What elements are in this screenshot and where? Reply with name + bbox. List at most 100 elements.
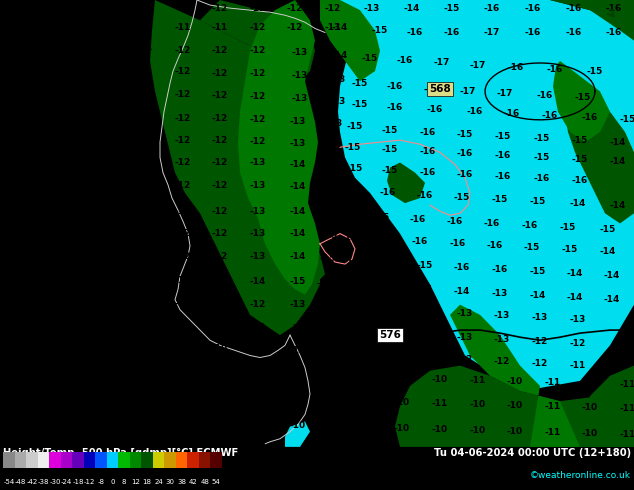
Text: -16: -16 (582, 113, 598, 122)
Text: -15: -15 (347, 122, 363, 131)
Text: -13: -13 (532, 314, 548, 322)
Text: -17: -17 (470, 60, 486, 70)
Text: -14: -14 (290, 229, 306, 238)
Text: -11: -11 (470, 376, 486, 385)
Text: -11: -11 (137, 181, 153, 190)
Text: -10: -10 (27, 0, 43, 10)
FancyBboxPatch shape (49, 452, 61, 467)
FancyBboxPatch shape (26, 452, 37, 467)
Text: 42: 42 (189, 479, 198, 485)
Text: -10: -10 (100, 64, 116, 73)
Text: -15: -15 (530, 196, 546, 206)
Text: 54: 54 (212, 479, 221, 485)
Text: -13: -13 (250, 158, 266, 167)
Text: -10: -10 (64, 343, 80, 352)
Text: -15: -15 (290, 277, 306, 286)
Text: -12: -12 (175, 136, 191, 145)
Text: -11: -11 (212, 23, 228, 32)
Text: -12: -12 (250, 322, 266, 332)
Text: -10: -10 (0, 363, 16, 372)
Text: -13: -13 (330, 74, 346, 84)
Text: -10: -10 (100, 343, 116, 352)
Text: -13: -13 (290, 118, 306, 126)
Text: -11: -11 (137, 89, 153, 98)
Text: -10: -10 (175, 368, 191, 377)
Text: -10: -10 (250, 441, 266, 450)
Text: -14: -14 (250, 277, 266, 286)
FancyBboxPatch shape (141, 452, 153, 467)
Text: -16: -16 (417, 191, 433, 199)
Text: -12: -12 (325, 3, 341, 13)
Text: -14: -14 (604, 271, 620, 280)
Text: -10: -10 (100, 416, 116, 425)
Text: -11: -11 (27, 251, 43, 261)
Text: -14: -14 (600, 247, 616, 256)
Text: -10: -10 (507, 427, 523, 436)
Text: -12: -12 (137, 275, 153, 284)
Text: -18: -18 (72, 479, 84, 485)
Text: -17: -17 (497, 89, 513, 98)
Text: -10: -10 (582, 429, 598, 438)
Text: -14: -14 (610, 201, 626, 210)
Text: -11: -11 (0, 272, 16, 281)
Text: -10: -10 (0, 387, 16, 395)
Text: -10: -10 (27, 389, 43, 397)
Text: -11: -11 (175, 3, 191, 13)
Text: -9: -9 (178, 392, 188, 402)
Text: 576: 576 (379, 330, 401, 340)
Text: -10: -10 (0, 41, 16, 50)
Text: -16: -16 (420, 147, 436, 156)
Text: -15: -15 (324, 184, 340, 194)
Text: -16: -16 (504, 109, 520, 118)
Text: -14: -14 (454, 287, 470, 296)
Text: -15: -15 (347, 164, 363, 173)
Text: -12: -12 (532, 359, 548, 368)
Text: -11: -11 (100, 23, 116, 32)
Text: -15: -15 (530, 267, 546, 276)
Text: -12: -12 (212, 322, 228, 332)
Text: -15: -15 (620, 115, 634, 124)
Text: -10: -10 (175, 418, 191, 427)
Text: -10: -10 (0, 62, 16, 71)
Text: -15: -15 (524, 244, 540, 252)
Text: -16: -16 (467, 107, 483, 116)
Text: -16: -16 (606, 3, 622, 13)
Text: -15: -15 (382, 125, 398, 134)
Text: -10: -10 (137, 417, 153, 426)
Text: -11: -11 (620, 380, 634, 390)
Text: -10: -10 (327, 422, 343, 431)
Text: -12: -12 (212, 252, 228, 262)
Text: -10: -10 (212, 344, 228, 353)
Text: -13: -13 (292, 71, 308, 80)
Text: -12: -12 (175, 252, 191, 262)
Text: -10: -10 (357, 423, 373, 432)
Text: Tu 04-06-2024 00:00 UTC (12+180): Tu 04-06-2024 00:00 UTC (12+180) (434, 448, 631, 458)
Text: -12: -12 (212, 91, 228, 100)
Text: -12: -12 (250, 69, 266, 77)
FancyBboxPatch shape (164, 452, 176, 467)
Text: -12: -12 (250, 115, 266, 124)
Text: -16: -16 (380, 189, 396, 197)
Text: -12: -12 (212, 69, 228, 77)
Text: -10: -10 (100, 439, 116, 447)
Text: -10: -10 (64, 415, 80, 424)
Text: -13: -13 (457, 333, 473, 342)
Text: -10: -10 (64, 43, 80, 52)
Text: -16: -16 (537, 91, 553, 100)
Text: -15: -15 (324, 209, 340, 218)
Text: -15: -15 (454, 193, 470, 201)
Text: -10: -10 (27, 414, 43, 423)
Text: -11: -11 (0, 180, 16, 189)
Text: -12: -12 (250, 300, 266, 309)
Text: -12: -12 (175, 299, 191, 308)
Text: -15: -15 (344, 257, 360, 266)
Text: -15: -15 (534, 134, 550, 143)
Text: -11: -11 (357, 373, 373, 382)
Text: -11: -11 (545, 402, 561, 411)
Text: -12: -12 (175, 229, 191, 238)
Text: -12: -12 (137, 229, 153, 238)
Text: -13: -13 (290, 300, 306, 309)
Text: -13: -13 (492, 289, 508, 298)
Text: -11: -11 (620, 430, 634, 439)
Text: -10: -10 (470, 400, 486, 409)
